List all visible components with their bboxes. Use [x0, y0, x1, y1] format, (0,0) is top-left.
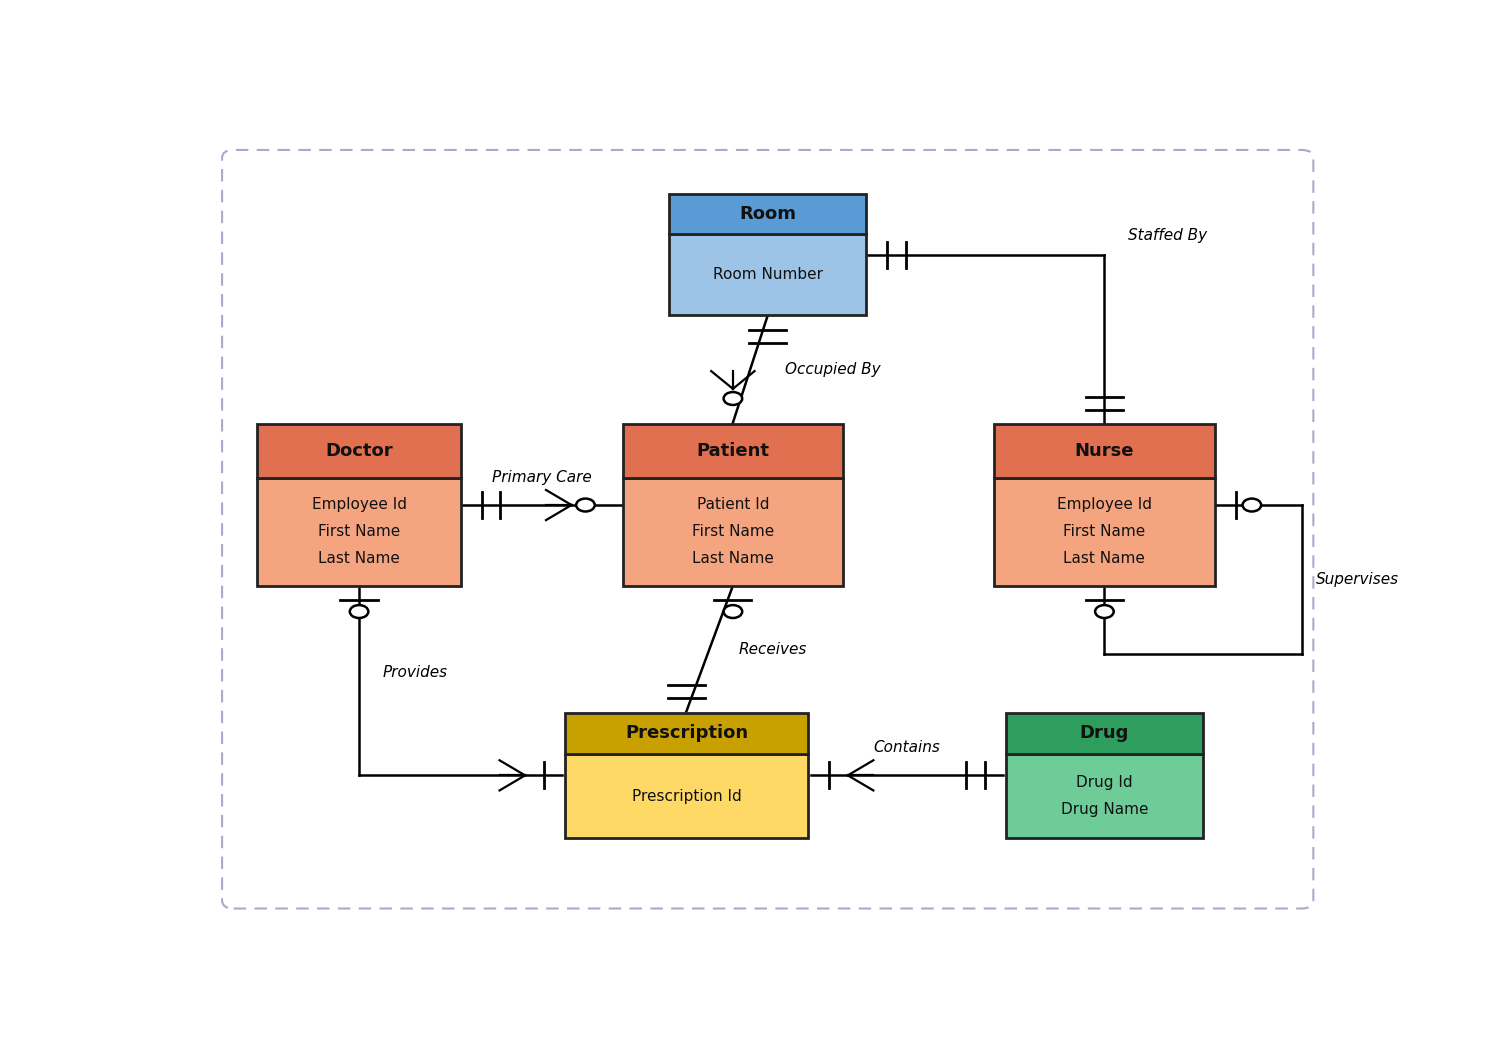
Bar	[258, 424, 461, 478]
Bar	[995, 424, 1215, 478]
Text: Receives: Receives	[739, 641, 807, 657]
Text: Nurse: Nurse	[1074, 442, 1134, 460]
Circle shape	[724, 605, 742, 618]
Text: Drug: Drug	[1080, 724, 1129, 742]
Bar	[1005, 755, 1203, 838]
Text: Last Name: Last Name	[692, 551, 774, 566]
Text: First Name: First Name	[318, 524, 400, 539]
Text: First Name: First Name	[692, 524, 774, 539]
Text: Prescription Id: Prescription Id	[632, 788, 742, 804]
Bar	[565, 755, 809, 838]
Bar	[623, 478, 843, 586]
Text: Patient: Patient	[697, 442, 770, 460]
Text: Occupied By: Occupied By	[785, 363, 881, 377]
Text: Supervises: Supervises	[1315, 572, 1399, 587]
Circle shape	[351, 605, 369, 618]
Text: Doctor: Doctor	[325, 442, 392, 460]
Text: Staffed By: Staffed By	[1128, 227, 1207, 243]
Text: Employee Id: Employee Id	[312, 497, 406, 512]
Text: Contains: Contains	[873, 740, 941, 756]
Bar	[565, 713, 809, 755]
Text: Room: Room	[739, 205, 797, 223]
Circle shape	[1095, 605, 1113, 618]
Bar	[258, 478, 461, 586]
Text: Drug Id: Drug Id	[1076, 774, 1132, 789]
Text: Primary Care: Primary Care	[491, 470, 592, 485]
Text: First Name: First Name	[1064, 524, 1146, 539]
Bar	[1005, 713, 1203, 755]
Bar	[670, 194, 866, 235]
Text: Employee Id: Employee Id	[1058, 497, 1152, 512]
Circle shape	[724, 392, 742, 405]
Circle shape	[1242, 499, 1261, 511]
Bar	[995, 478, 1215, 586]
Text: Prescription: Prescription	[625, 724, 748, 742]
Text: Drug Name: Drug Name	[1061, 803, 1147, 817]
Text: Last Name: Last Name	[1064, 551, 1146, 566]
Text: Provides: Provides	[382, 665, 448, 680]
Text: Room Number: Room Number	[713, 267, 822, 282]
Bar	[670, 235, 866, 315]
Circle shape	[577, 499, 595, 511]
Text: Last Name: Last Name	[318, 551, 400, 566]
Bar	[623, 424, 843, 478]
Text: Patient Id: Patient Id	[697, 497, 768, 512]
